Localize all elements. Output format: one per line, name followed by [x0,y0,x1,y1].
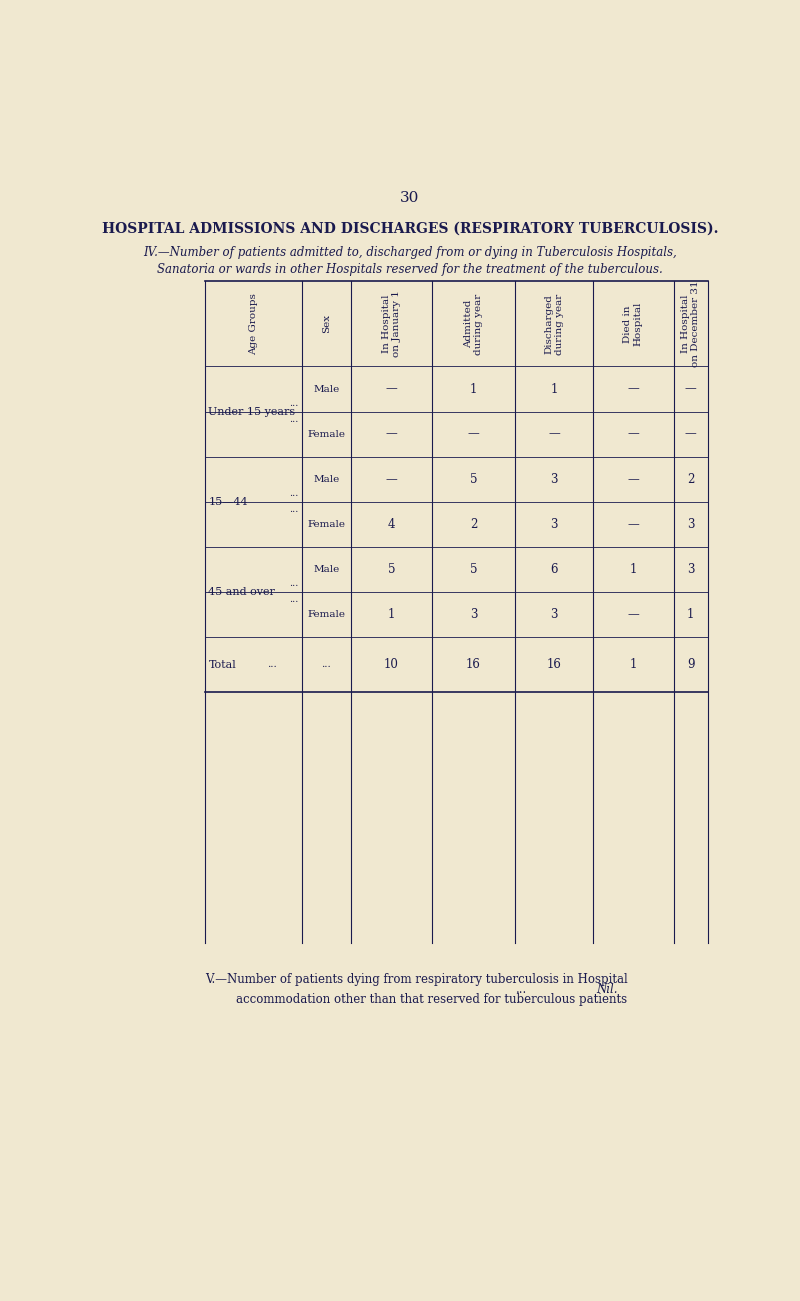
Text: 1: 1 [687,608,694,621]
Text: —: — [468,428,479,441]
Text: 30: 30 [400,191,420,206]
Text: ...: ... [289,596,298,605]
Text: —: — [627,472,639,485]
Text: Female: Female [307,610,346,619]
Text: 3: 3 [686,563,694,576]
Text: 16: 16 [546,658,562,671]
Text: 5: 5 [388,563,395,576]
Text: 16: 16 [466,658,481,671]
Text: 9: 9 [686,658,694,671]
Text: 6: 6 [550,563,558,576]
Text: Female: Female [307,520,346,528]
Text: ...: ... [322,660,331,669]
Text: Under 15 years: Under 15 years [209,407,296,416]
Text: ...: ... [289,399,298,409]
Text: —: — [386,382,398,396]
Text: In Hospital
on December 31: In Hospital on December 31 [681,281,700,367]
Text: —: — [685,382,697,396]
Text: 3: 3 [686,518,694,531]
Text: 1: 1 [630,658,637,671]
Text: Sex: Sex [322,315,331,333]
Text: ...: ... [289,505,298,514]
Text: Female: Female [307,429,346,438]
Text: Total: Total [209,660,236,670]
Text: 10: 10 [384,658,399,671]
Text: 3: 3 [470,608,478,621]
Text: 3: 3 [550,472,558,485]
Text: Admitted
during year: Admitted during year [464,293,483,355]
Text: 1: 1 [388,608,395,621]
Text: 4: 4 [388,518,395,531]
Text: —: — [627,608,639,621]
Text: Male: Male [313,385,339,393]
Text: IV.—Number of patients admitted to, discharged from or dying in Tuberculosis Hos: IV.—Number of patients admitted to, disc… [143,246,677,259]
Text: Age Groups: Age Groups [249,293,258,355]
Text: Sanatoria or wards in other Hospitals reserved for the treatment of the tubercul: Sanatoria or wards in other Hospitals re… [157,263,663,276]
Text: —: — [627,428,639,441]
Text: 1: 1 [550,382,558,396]
Text: —: — [627,382,639,396]
Text: HOSPITAL ADMISSIONS AND DISCHARGES (RESPIRATORY TUBERCULOSIS).: HOSPITAL ADMISSIONS AND DISCHARGES (RESP… [102,221,718,235]
Text: Male: Male [313,475,339,484]
Text: ...: ... [289,415,298,424]
Text: 3: 3 [550,518,558,531]
Text: 3: 3 [550,608,558,621]
Text: —: — [548,428,560,441]
Text: Died in
Hospital: Died in Hospital [623,302,643,346]
Text: —: — [627,518,639,531]
Text: —: — [386,428,398,441]
Text: 2: 2 [687,472,694,485]
Text: —: — [386,472,398,485]
Text: 5: 5 [470,563,478,576]
Text: Nil.: Nil. [596,982,618,995]
Text: ...: ... [289,579,298,588]
Text: ...: ... [515,982,526,995]
Text: 5: 5 [470,472,478,485]
Text: 1: 1 [470,382,478,396]
Text: ...: ... [267,660,277,669]
Text: In Hospital
on January 1: In Hospital on January 1 [382,290,401,358]
Text: Discharged
during year: Discharged during year [545,293,564,355]
Text: ...: ... [289,489,298,498]
Text: 15—44: 15—44 [209,497,248,506]
Text: Male: Male [313,565,339,574]
Text: 2: 2 [470,518,478,531]
Text: V.—Number of patients dying from respiratory tuberculosis in Hospital: V.—Number of patients dying from respira… [206,973,628,986]
Text: accommodation other than that reserved for tuberculous patients: accommodation other than that reserved f… [237,993,627,1006]
Text: 1: 1 [630,563,637,576]
Text: 45 and over: 45 and over [209,587,275,597]
Text: —: — [685,428,697,441]
